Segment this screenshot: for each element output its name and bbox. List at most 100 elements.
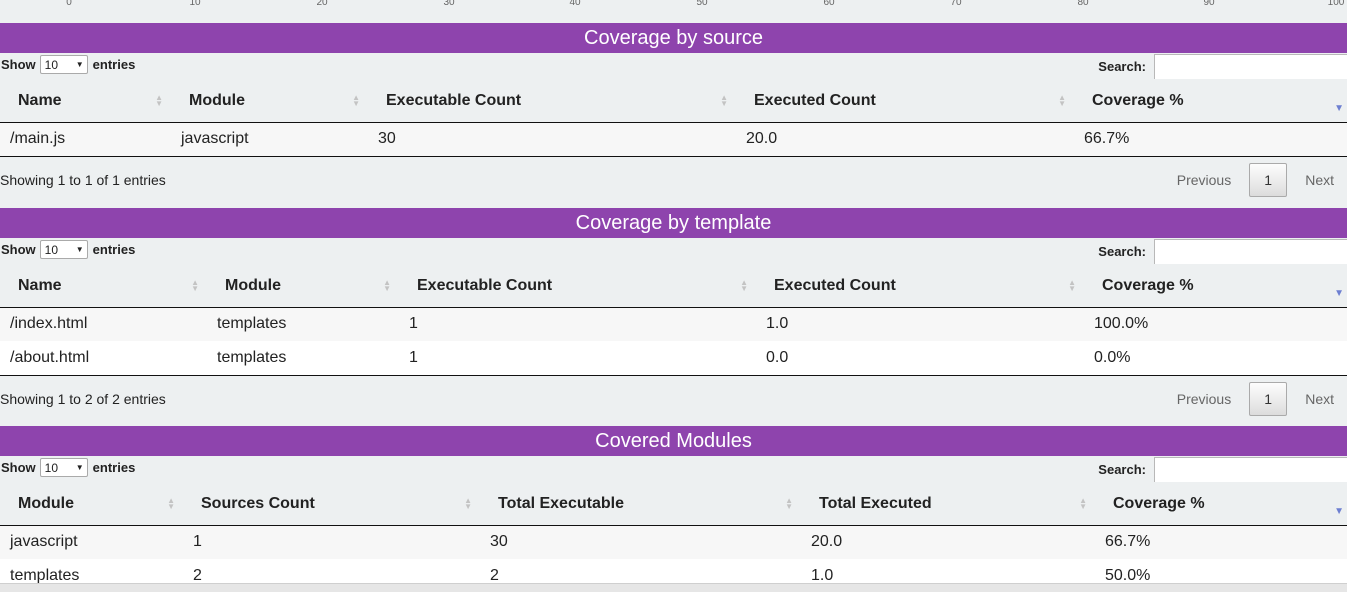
select-arrow-icon: ▼ xyxy=(75,245,84,254)
column-label: Name xyxy=(18,92,62,110)
table-controls: Show 10 ▼ entries Search: xyxy=(0,238,1347,266)
axis-tick: 80 xyxy=(1077,0,1089,8)
cell-coverage: 0.0% xyxy=(1084,341,1347,376)
pagination: Previous 1 Next xyxy=(1176,162,1347,197)
sort-icon: ▲ ▼ xyxy=(155,93,163,108)
next-button[interactable]: Next xyxy=(1305,390,1334,407)
axis-tick: 40 xyxy=(569,0,581,8)
entries-label: entries xyxy=(92,242,136,257)
sort-icon: ▲ ▼ xyxy=(464,496,472,511)
column-header-sources-count[interactable]: Sources Count ▲ ▼ xyxy=(183,484,480,526)
column-header-module[interactable]: Module ▲ ▼ xyxy=(171,81,368,123)
page-button-1[interactable]: 1 xyxy=(1249,381,1288,416)
column-label: Executed Count xyxy=(774,277,896,295)
column-header-name[interactable]: Name ▲ ▼ xyxy=(0,81,171,123)
length-control: Show 10 ▼ entries xyxy=(1,458,135,477)
search-control: Search: xyxy=(1098,457,1347,482)
table-row: /main.js javascript 30 20.0 66.7% xyxy=(0,122,1347,157)
entries-select-value: 10 xyxy=(44,460,59,475)
cell-name: /about.html xyxy=(0,341,207,376)
column-header-coverage[interactable]: Coverage % ▼ xyxy=(1095,484,1347,526)
axis-tick: 10 xyxy=(189,0,201,8)
pagination: Previous 1 Next xyxy=(1176,381,1347,416)
sort-descending-icon: ▼ xyxy=(1334,103,1344,114)
axis-tick: 30 xyxy=(443,0,455,8)
source-table: Name ▲ ▼ Module ▲ ▼ Executable Count ▲ ▼ Execu… xyxy=(0,81,1347,157)
previous-button[interactable]: Previous xyxy=(1176,171,1232,188)
column-header-executed-count[interactable]: Executed Count ▲ ▼ xyxy=(736,81,1074,123)
column-label: Module xyxy=(225,277,281,295)
sort-icon: ▲ ▼ xyxy=(191,278,199,293)
next-button[interactable]: Next xyxy=(1305,171,1334,188)
column-label: Executed Count xyxy=(754,92,876,110)
axis-tick: 100 xyxy=(1327,0,1345,8)
coverage-by-source-section: Coverage by source Show 10 ▼ entries Sear… xyxy=(0,23,1347,207)
cell-sources-count: 1 xyxy=(183,525,480,559)
search-input[interactable] xyxy=(1154,54,1347,79)
previous-button[interactable]: Previous xyxy=(1176,390,1232,407)
table-info: Showing 1 to 1 of 1 entries xyxy=(0,171,166,188)
column-header-executable-count[interactable]: Executable Count ▲ ▼ xyxy=(399,266,756,308)
column-header-executed-count[interactable]: Executed Count ▲ ▼ xyxy=(756,266,1084,308)
show-label: Show xyxy=(1,57,36,72)
cell-module: javascript xyxy=(171,122,368,157)
cell-coverage: 66.7% xyxy=(1095,525,1347,559)
search-input[interactable] xyxy=(1154,457,1347,482)
table-footer: Showing 1 to 2 of 2 entries Previous 1 N… xyxy=(0,376,1347,426)
page-button-1[interactable]: 1 xyxy=(1249,162,1288,197)
entries-select[interactable]: 10 ▼ xyxy=(39,458,88,477)
select-arrow-icon: ▼ xyxy=(75,60,84,69)
column-header-module[interactable]: Module ▲ ▼ xyxy=(207,266,399,308)
cell-module: templates xyxy=(207,341,399,376)
cell-executable-count: 1 xyxy=(399,341,756,376)
sort-icon: ▲ ▼ xyxy=(352,93,360,108)
cell-coverage: 66.7% xyxy=(1074,122,1347,157)
axis-tick: 90 xyxy=(1203,0,1215,8)
modules-table: Module ▲ ▼ Sources Count ▲ ▼ Total Executabl… xyxy=(0,484,1347,592)
column-label: Total Executed xyxy=(819,495,932,513)
length-control: Show 10 ▼ entries xyxy=(1,240,135,259)
cell-name: /main.js xyxy=(0,122,171,157)
column-header-total-executed[interactable]: Total Executed ▲ ▼ xyxy=(801,484,1095,526)
sort-icon: ▲ ▼ xyxy=(1068,278,1076,293)
search-label: Search: xyxy=(1098,462,1146,477)
show-label: Show xyxy=(1,460,36,475)
entries-label: entries xyxy=(92,57,136,72)
column-header-executable-count[interactable]: Executable Count ▲ ▼ xyxy=(368,81,736,123)
section-title: Covered Modules xyxy=(0,426,1347,456)
cell-name: /index.html xyxy=(0,307,207,341)
column-header-total-executable[interactable]: Total Executable ▲ ▼ xyxy=(480,484,801,526)
section-title: Coverage by source xyxy=(0,23,1347,53)
column-header-coverage[interactable]: Coverage % ▼ xyxy=(1084,266,1347,308)
table-footer: Showing 1 to 1 of 1 entries Previous 1 N… xyxy=(0,157,1347,207)
cell-executed-count: 20.0 xyxy=(736,122,1074,157)
column-label: Module xyxy=(189,92,245,110)
sort-icon: ▲ ▼ xyxy=(383,278,391,293)
column-header-module[interactable]: Module ▲ ▼ xyxy=(0,484,183,526)
search-input[interactable] xyxy=(1154,239,1347,264)
horizontal-scrollbar[interactable] xyxy=(0,583,1347,592)
column-header-name[interactable]: Name ▲ ▼ xyxy=(0,266,207,308)
column-label: Module xyxy=(18,495,74,513)
table-controls: Show 10 ▼ entries Search: xyxy=(0,456,1347,484)
section-title: Coverage by template xyxy=(0,208,1347,238)
table-row: /about.html templates 1 0.0 0.0% xyxy=(0,341,1347,376)
column-label: Name xyxy=(18,277,62,295)
entries-select[interactable]: 10 ▼ xyxy=(39,240,88,259)
column-header-coverage[interactable]: Coverage % ▼ xyxy=(1074,81,1347,123)
entries-select[interactable]: 10 ▼ xyxy=(39,55,88,74)
search-control: Search: xyxy=(1098,54,1347,79)
axis-tick: 60 xyxy=(823,0,835,8)
sort-icon: ▲ ▼ xyxy=(167,496,175,511)
covered-modules-section: Covered Modules Show 10 ▼ entries Search:… xyxy=(0,426,1347,592)
template-table: Name ▲ ▼ Module ▲ ▼ Executable Count ▲ ▼ Execu… xyxy=(0,266,1347,376)
cell-executed-count: 1.0 xyxy=(756,307,1084,341)
entries-label: entries xyxy=(92,460,136,475)
cell-module: templates xyxy=(207,307,399,341)
column-label: Total Executable xyxy=(498,495,624,513)
axis-tick: 20 xyxy=(316,0,328,8)
axis-tick: 50 xyxy=(696,0,708,8)
column-label: Coverage % xyxy=(1113,495,1205,513)
column-label: Executable Count xyxy=(417,277,553,295)
show-label: Show xyxy=(1,242,36,257)
